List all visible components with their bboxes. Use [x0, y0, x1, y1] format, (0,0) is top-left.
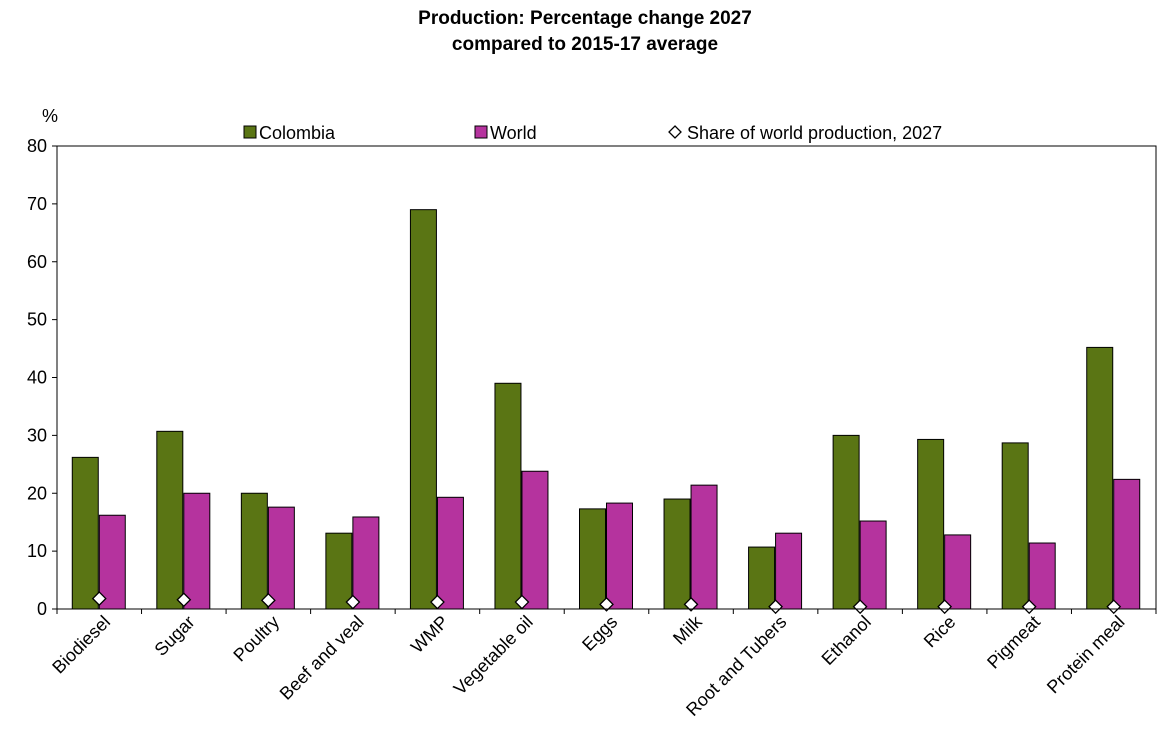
y-tick-label-60: 60 — [27, 252, 47, 272]
x-category-label-beef-and-veal: Beef and veal — [276, 612, 368, 704]
y-tick-label-10: 10 — [27, 541, 47, 561]
y-tick-label-30: 30 — [27, 425, 47, 445]
x-category-label-ethanol: Ethanol — [818, 612, 875, 669]
share-marker-poultry — [260, 592, 276, 608]
x-category-label-poultry: Poultry — [229, 612, 283, 666]
legend-label-world: World — [490, 123, 537, 143]
y-tick-label-40: 40 — [27, 368, 47, 388]
x-category-label-sugar: Sugar — [151, 612, 199, 660]
share-marker-pigmeat — [1021, 599, 1037, 615]
legend-marker-share-diamond — [668, 125, 682, 139]
chart-title-line-2: compared to 2015-17 average — [452, 34, 718, 55]
share-marker-rice — [937, 599, 953, 615]
x-category-label-vegetable-oil: Vegetable oil — [450, 612, 537, 699]
y-tick-label-70: 70 — [27, 194, 47, 214]
x-category-label-biodiesel: Biodiesel — [48, 612, 114, 678]
bars — [71, 209, 1141, 610]
bar-colombia-ethanol — [832, 434, 860, 610]
share-marker-ethanol — [852, 599, 868, 615]
x-category-label-wmp: WMP — [407, 612, 452, 657]
plot-frame — [56, 145, 1157, 610]
bar-colombia-wmp — [409, 209, 437, 610]
bar-world-milk — [690, 484, 718, 610]
bar-colombia-rice — [917, 438, 945, 610]
bar-world-eggs — [606, 502, 633, 610]
x-category-label-rice: Rice — [920, 612, 960, 652]
share-marker-protein-meal — [1106, 599, 1122, 615]
legend-swatch-colombia — [243, 125, 257, 139]
x-category-label-eggs: Eggs — [578, 612, 621, 655]
y-tick-label-20: 20 — [27, 483, 47, 503]
x-category-label-protein-meal: Protein meal — [1043, 612, 1129, 698]
bar-colombia-root-and-tubers — [748, 546, 776, 610]
bar-colombia-biodiesel — [71, 456, 99, 610]
y-axis-label: % — [42, 106, 58, 126]
legend: Colombia World Share of world production… — [243, 123, 942, 143]
bar-world-root-and-tubers — [775, 532, 803, 610]
legend-swatch-world — [474, 125, 488, 139]
y-tick-label-0: 0 — [37, 599, 47, 619]
bar-colombia-sugar — [156, 430, 184, 610]
bar-world-wmp — [436, 496, 464, 610]
bar-colombia-milk — [663, 498, 691, 610]
bar-colombia-protein-meal — [1086, 346, 1114, 610]
bar-colombia-beef-and-veal — [325, 532, 353, 610]
bar-colombia-eggs — [579, 508, 606, 610]
bar-world-biodiesel — [98, 514, 126, 610]
share-marker-biodiesel — [91, 591, 107, 607]
chart-title-line-1: Production: Percentage change 2027 — [418, 8, 752, 29]
bar-world-beef-and-veal — [352, 516, 380, 610]
bar-world-poultry — [267, 506, 295, 610]
share-marker-milk — [683, 596, 699, 612]
x-category-label-milk: Milk — [669, 611, 706, 648]
y-tick-label-80: 80 — [27, 136, 47, 156]
bar-world-ethanol — [859, 520, 887, 610]
bar-world-sugar — [183, 492, 211, 610]
bar-colombia-poultry — [240, 492, 268, 610]
bar-colombia-vegetable-oil — [494, 382, 522, 610]
y-tick-label-50: 50 — [27, 310, 47, 330]
x-category-label-pigmeat: Pigmeat — [983, 612, 1044, 673]
share-marker-root-and-tubers — [768, 599, 783, 615]
y-axis: 0 10 20 30 40 50 60 70 80 — [27, 136, 1157, 619]
share-marker-eggs — [599, 596, 614, 612]
bar-world-vegetable-oil — [521, 470, 549, 610]
bar-world-protein-meal — [1113, 478, 1141, 610]
bar-world-rice — [944, 534, 972, 610]
share-marker-sugar — [176, 592, 192, 608]
legend-label-share: Share of world production, 2027 — [687, 123, 942, 143]
legend-label-colombia: Colombia — [259, 123, 336, 143]
bar-world-pigmeat — [1028, 542, 1056, 610]
bar-colombia-pigmeat — [1001, 442, 1029, 610]
